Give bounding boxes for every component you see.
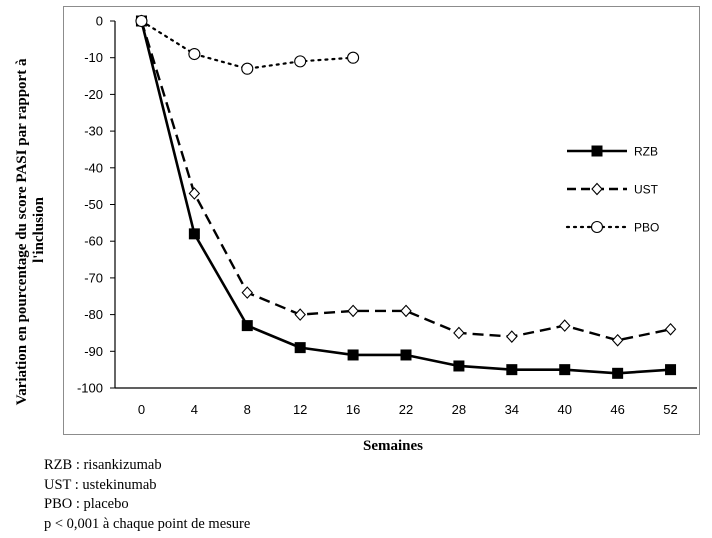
x-tick-label: 28 <box>452 402 466 417</box>
legend-rzb-label: RZB <box>634 145 658 159</box>
series-rzb-point <box>400 349 412 361</box>
series-pbo-point <box>347 51 360 64</box>
y-tick-label: -80 <box>84 307 103 322</box>
y-tick-label: 0 <box>96 14 103 29</box>
y-tick-label: -10 <box>84 50 103 65</box>
series-ust-point <box>294 308 306 321</box>
footnote-ust: UST : ustekinumab <box>44 476 157 493</box>
x-tick-label: 8 <box>244 402 251 417</box>
axes: 0 -10 -20 -30 -40 -50 -60 -70 -80 -90 -100 0 4 8 12 16 2… <box>77 14 697 417</box>
x-tick-label: 40 <box>557 402 571 417</box>
legend: RZB UST PBO <box>565 145 659 235</box>
series-pbo-point <box>294 55 307 68</box>
footnote-rzb: RZB : risankizumab <box>44 457 162 473</box>
legend-ust-label: UST <box>634 183 659 197</box>
chart-frame <box>63 6 700 435</box>
series-ust-point <box>400 304 412 318</box>
y-tick-label: -100 <box>77 381 103 396</box>
series-layer <box>135 14 677 379</box>
footnote-pbo: PBO : placebo <box>44 496 129 512</box>
legend-pbo-label: PBO <box>634 221 659 235</box>
x-tick-label: 12 <box>293 402 307 417</box>
series-pbo-line <box>140 19 355 70</box>
x-tick-label: 4 <box>191 402 198 417</box>
series-ust-point <box>453 326 465 340</box>
series-ust <box>135 14 677 347</box>
series-pbo-point <box>188 47 201 61</box>
x-tick-label: 0 <box>138 402 145 417</box>
x-tick-label: 16 <box>346 402 360 417</box>
legend-pbo-marker <box>590 220 604 234</box>
series-rzb-point <box>241 320 253 332</box>
series-ust-point <box>188 187 201 200</box>
y-axis-title-line-1: Variation en pourcentage du score PASI p… <box>14 58 30 405</box>
x-tick-label: 52 <box>663 402 677 417</box>
y-tick-label: -40 <box>84 160 103 175</box>
y-tick-label: -70 <box>84 270 103 285</box>
footnote-pvalue: p < 0,001 à chaque point de mesure <box>44 515 251 532</box>
x-tick-label: 34 <box>505 402 519 417</box>
legend-ust-marker <box>591 182 603 196</box>
x-tick-label: 22 <box>399 402 413 417</box>
y-tick-label: -60 <box>84 234 103 249</box>
series-rzb-point <box>506 364 518 376</box>
series-pbo <box>135 14 360 75</box>
series-rzb <box>135 15 677 379</box>
axis-titles: Semaines Variation en pourcentage du sco… <box>14 55 423 454</box>
series-rzb-point <box>347 349 359 361</box>
series-ust-point <box>558 319 571 332</box>
y-tick-label: -30 <box>84 124 103 139</box>
y-tick-label: -50 <box>84 197 103 212</box>
series-pbo-point <box>241 62 254 75</box>
series-rzb-line <box>140 20 671 375</box>
y-tick-label: -20 <box>84 87 103 102</box>
series-rzb-point <box>188 228 200 240</box>
y-axis-title-line-2: l'inclusion <box>31 196 47 263</box>
series-ust-point <box>241 286 254 299</box>
series-ust-point <box>506 330 518 343</box>
series-rzb-point <box>665 364 677 376</box>
chart: 0 -10 -20 -30 -40 -50 -60 -70 -80 -90 -100 0 4 8 12 16 2… <box>14 6 700 454</box>
series-pbo-point <box>135 14 148 28</box>
y-tick-label: -90 <box>84 344 103 359</box>
series-ust-line <box>140 20 671 342</box>
footnotes: RZB : risankizumab UST : ustekinumab PBO… <box>44 456 250 534</box>
y-axis-title: Variation en pourcentage du score PASI p… <box>14 55 47 405</box>
series-ust-point <box>611 333 624 347</box>
series-ust-point <box>664 322 677 336</box>
series-rzb-point <box>453 360 465 372</box>
x-axis-title: Semaines <box>363 438 423 454</box>
series-rzb-point <box>559 364 571 376</box>
series-rzb-point <box>294 342 306 354</box>
legend-rzb-marker <box>591 145 603 157</box>
series-rzb-point <box>612 367 624 379</box>
x-tick-label: 46 <box>610 402 624 417</box>
series-ust-point <box>347 304 359 318</box>
